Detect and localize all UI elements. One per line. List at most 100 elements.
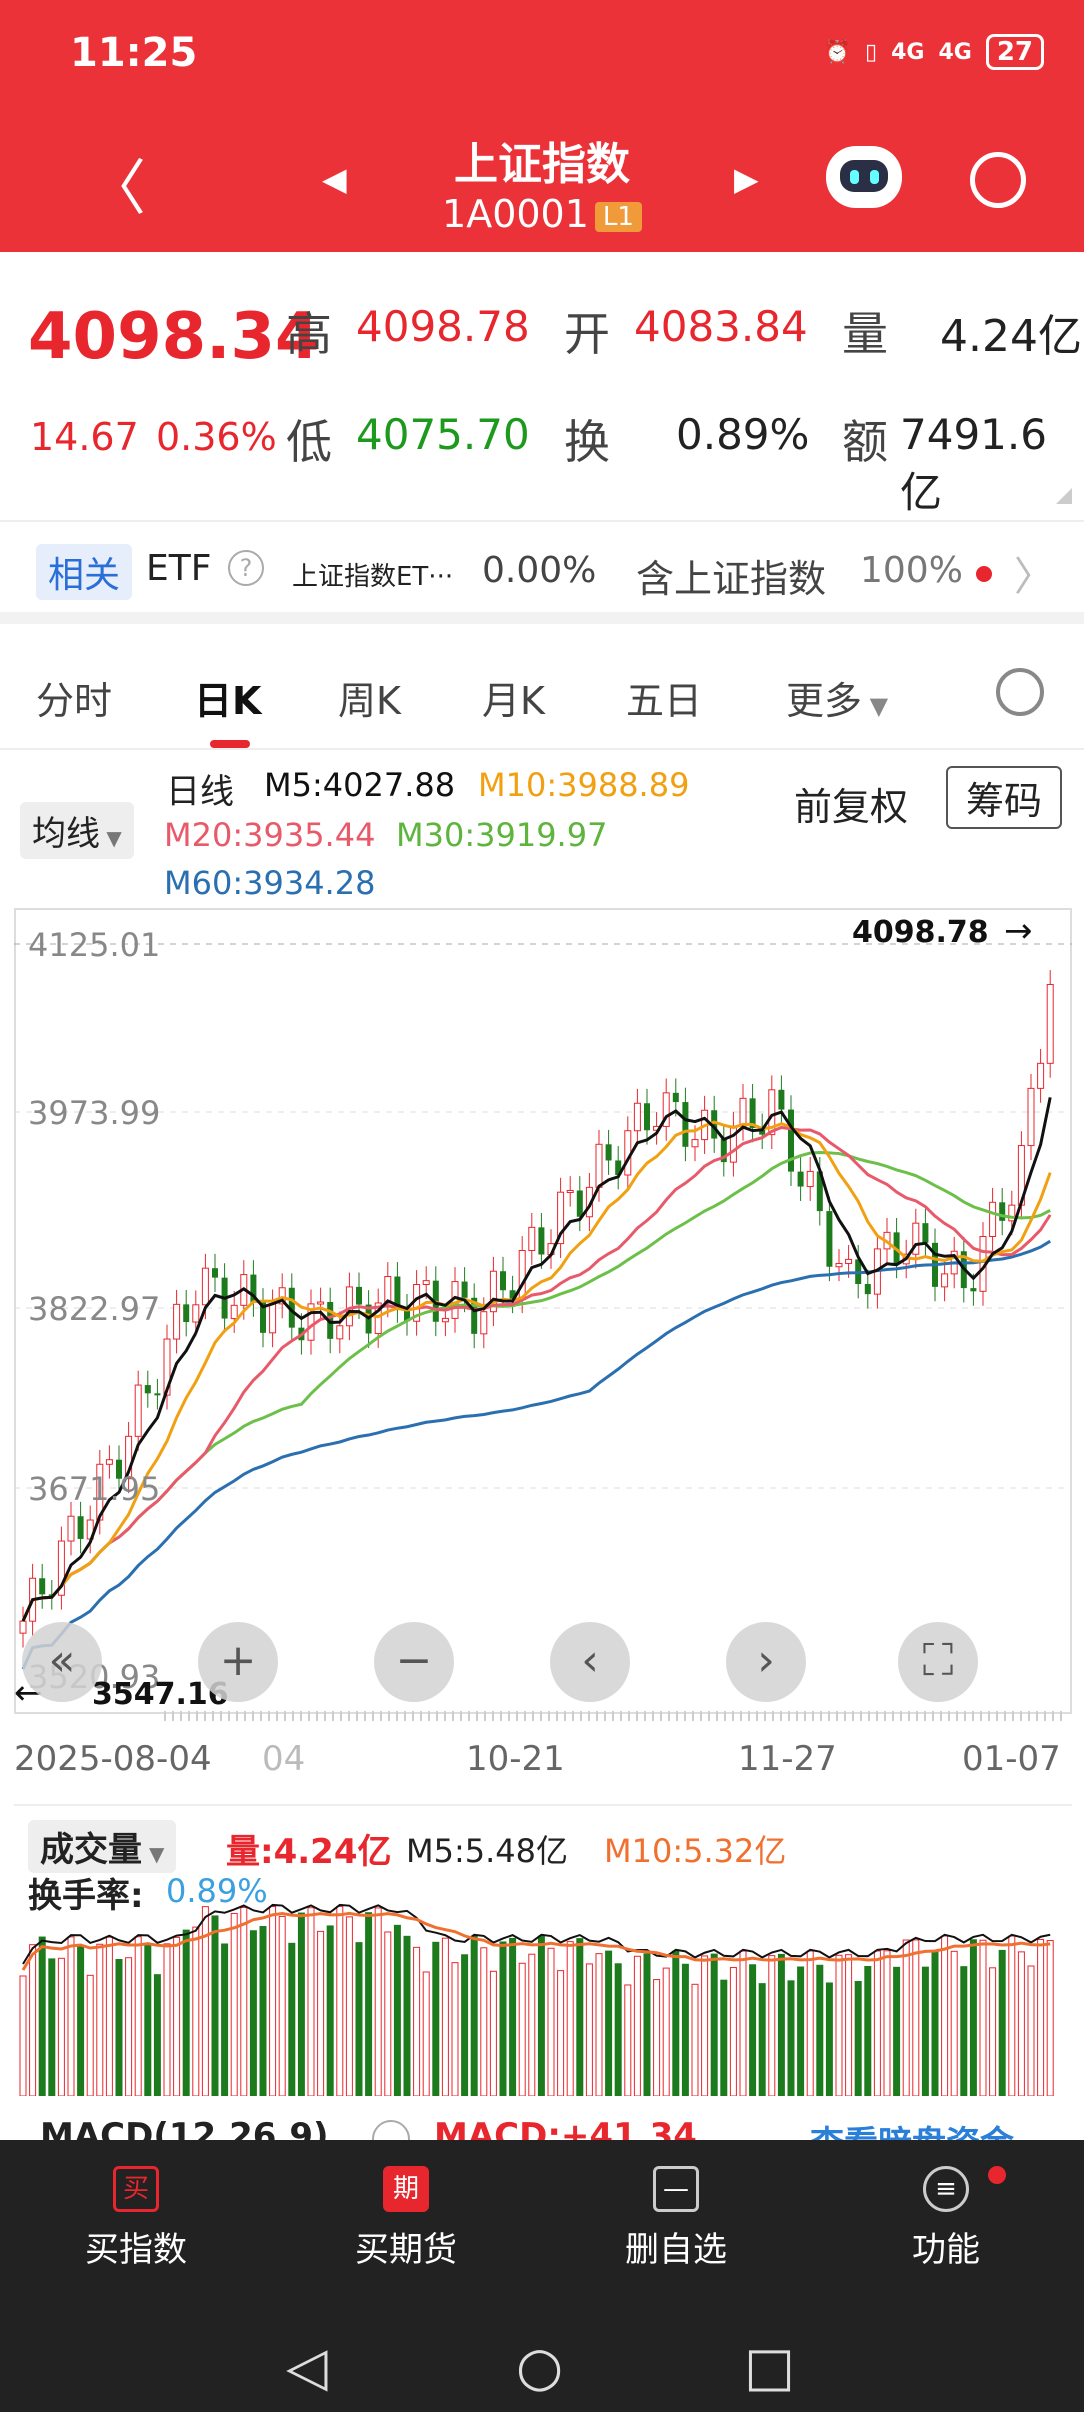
volume-selector[interactable]: 成交量 ▼ [28,1820,177,1873]
candle [422,1280,430,1286]
level-badge: L1 [594,201,642,232]
candle [595,1143,603,1188]
back-icon[interactable]: 〈 [86,154,146,224]
buy-index-label: 买指数 [85,2230,187,2270]
volume-bar [941,1935,949,2096]
x-tick-4: 11-27 [738,1739,837,1779]
tab-daily-k[interactable]: 日K [194,679,262,723]
tab-five-day[interactable]: 五日 [626,679,703,723]
volume-bar [595,1953,603,2096]
etf-pct: 0.00% [482,550,597,591]
candle [1037,1062,1045,1089]
adjust-label[interactable]: 前复权 [794,785,909,829]
header-bar: 11:25 ⏰ ▯ 4G 4G 27 〈 ◀ 上证指数 1A0001 L1 ▶ [0,0,1084,252]
chip-button[interactable]: 筹码 [946,766,1063,829]
candle [672,1092,679,1103]
fullscreen-button[interactable]: ⛶ [898,1622,978,1702]
pan-right-button[interactable]: › [726,1622,806,1702]
remove-watchlist-button[interactable]: — 删自选 [576,2166,776,2271]
buy-index-button[interactable]: 买买指数 [36,2166,236,2271]
volume-bar [950,1950,958,2096]
tab-more[interactable]: 更多 ▼ [786,670,888,725]
dark-pool-link[interactable]: 查看暗盘资金 [810,2116,1014,2140]
candle [269,1303,277,1334]
x-tick-5: 01-07 [962,1739,1061,1779]
volume-label: 量 [842,307,888,361]
x-tick-3: 10-21 [466,1739,565,1779]
candle [173,1303,181,1340]
candle [489,1270,497,1313]
pan-left-button[interactable]: ‹ [550,1622,630,1702]
candle [192,1304,200,1323]
nav-back-icon[interactable]: ◁ [286,2335,328,2398]
alarm-icon: ⏰ [823,39,851,65]
k-line-chart[interactable]: 4125.01 3973.99 3822.97 3671.95 3520.93 … [14,908,1072,1868]
volume-bar [336,1905,344,2096]
volume-bar [173,1936,181,2096]
volume-bar [307,1907,315,2096]
amount-label: 额 [842,415,888,469]
zoom-out-button[interactable]: − [374,1622,454,1702]
volume-bar [115,1959,123,2096]
candle [183,1304,190,1323]
candle [57,1540,65,1596]
tab-monthly-k[interactable]: 月K [482,679,545,723]
signal-1: 4G [891,39,925,65]
search-icon[interactable] [970,152,1026,208]
functions-button[interactable]: ≡ 功能 [846,2166,1046,2271]
volume-bar [816,1964,824,2096]
volume-bar [902,1939,910,2096]
ma20-line [21,1125,1052,1622]
volume-ma5-line [22,1903,1051,1965]
etf-row[interactable]: 相关 ETF ? 上证指数ET··· 0.00% 含上证指数 100% 〉 [0,520,1084,624]
zoom-in-button[interactable]: + [198,1622,278,1702]
candle [566,1189,574,1193]
prev-stock-icon[interactable]: ◀ [322,160,347,198]
fast-rewind-button[interactable]: « [22,1622,102,1702]
tab-intraday[interactable]: 分时 [36,679,113,723]
candle [509,1290,516,1299]
volume-bar [451,1962,459,2096]
candle [720,1138,727,1163]
volume-bar [777,1953,785,2096]
volume-bar [499,1941,507,2096]
candle [970,1288,977,1292]
candle [576,1190,583,1217]
max-price-label: 4098.78 [852,915,989,950]
ma-selector[interactable]: 均线 ▼ [20,802,134,859]
volume-bar [633,1955,641,2096]
candle [778,1089,785,1110]
next-stock-icon[interactable]: ▶ [734,160,759,198]
volume-bar [893,1966,901,2096]
nav-recent-icon[interactable]: □ [744,2335,796,2398]
candle [201,1267,209,1306]
candle [691,1139,699,1148]
volume-bar [480,1947,488,2096]
tab-weekly-k[interactable]: 周K [338,679,401,723]
candle [144,1385,151,1394]
ma10-value: M10:3988.89 [478,766,690,804]
buy-futures-button[interactable]: 期买期货 [306,2166,506,2271]
candle [39,1578,46,1595]
candle [538,1227,545,1255]
volume-bar [653,1979,661,2096]
volume-bar [537,1935,545,2096]
macd-selector[interactable]: MACD(12,26,9) [40,2116,329,2140]
volume-bar [182,1929,190,2096]
help-icon[interactable]: ? [228,550,264,586]
ma-selector-label: 均线 [32,814,100,854]
settings-icon[interactable] [996,668,1044,716]
volume-bar [144,1945,152,2096]
candle [394,1276,401,1309]
ma20-value: M20:3935.44 [164,816,376,854]
nav-home-icon[interactable]: ○ [516,2335,564,2398]
low-label: 低 [286,415,332,469]
candle [662,1092,670,1127]
candle [788,1109,794,1172]
candle [633,1102,641,1132]
help-icon[interactable] [372,2120,410,2140]
volume-bar [749,1964,757,2096]
robot-assistant-icon[interactable] [826,146,902,208]
chevron-right-icon: 〉 [1014,554,1054,600]
macd-value: MACD:+41.34 [434,2116,697,2140]
